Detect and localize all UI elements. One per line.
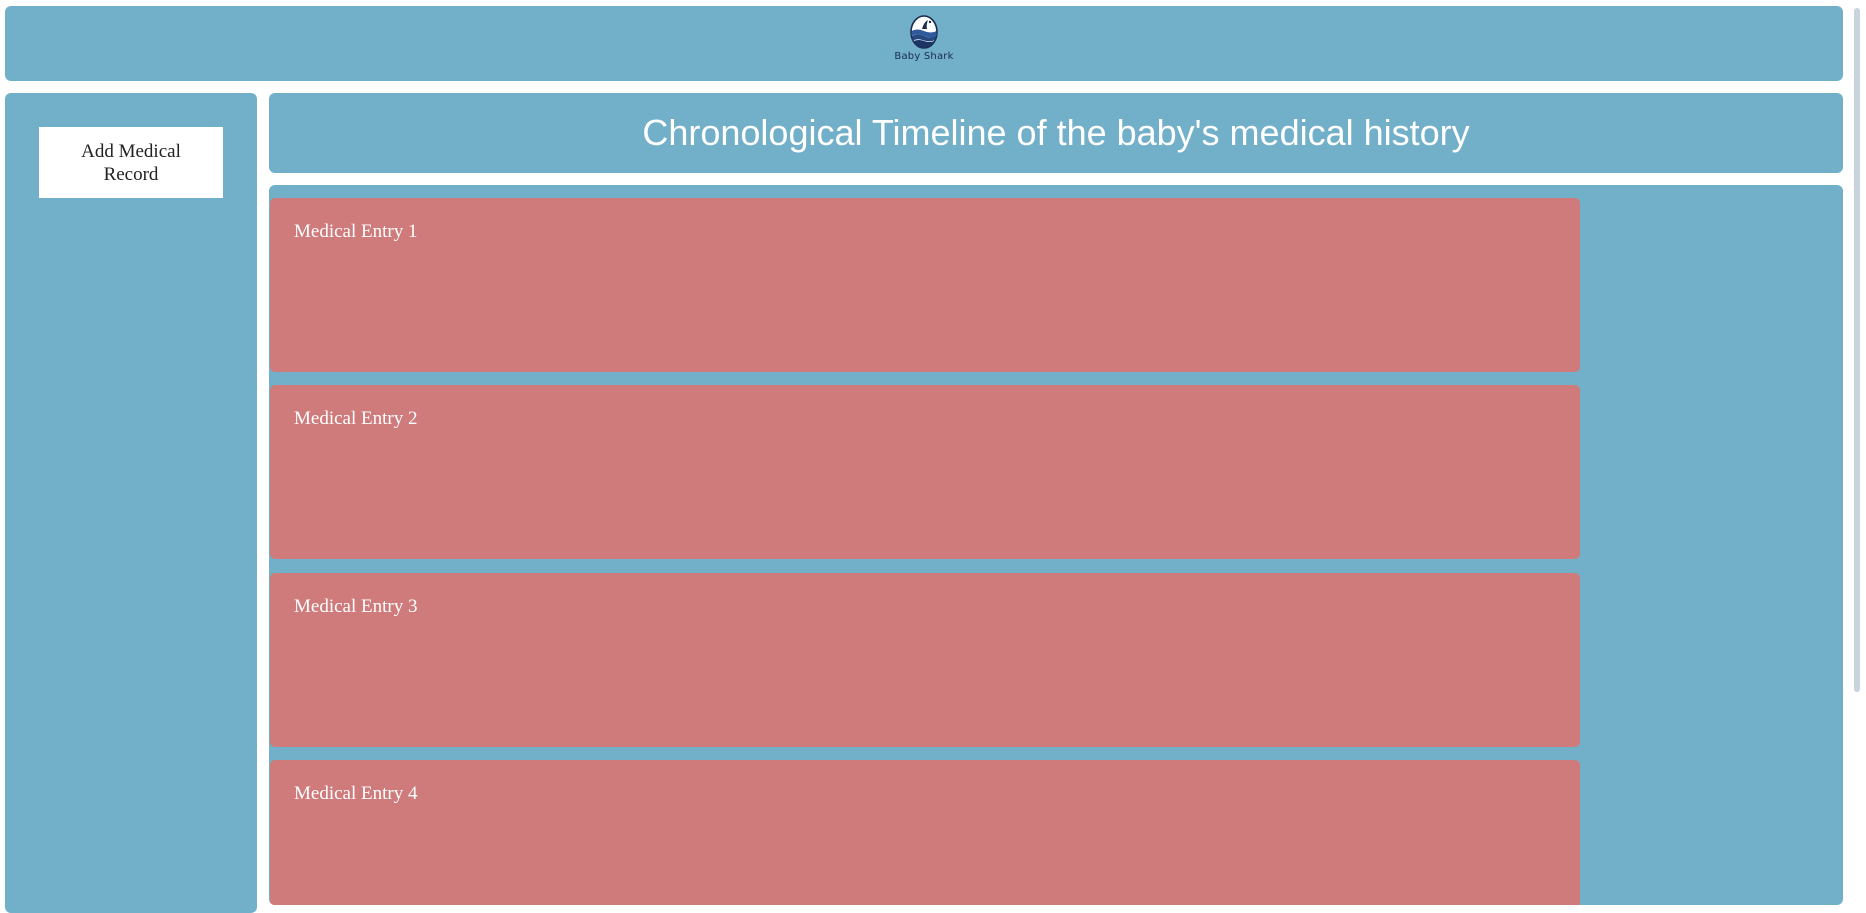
shark-wave-egg-icon	[910, 15, 938, 49]
medical-entry-label: Medical Entry 4	[294, 783, 418, 804]
medical-entry-card[interactable]: Medical Entry 2	[270, 385, 1580, 559]
title-bar: Chronological Timeline of the baby's med…	[269, 93, 1843, 173]
page-title: Chronological Timeline of the baby's med…	[642, 112, 1470, 153]
add-medical-record-button[interactable]: Add Medical Record	[39, 127, 223, 198]
logo-text: Baby Shark	[894, 51, 954, 62]
app-logo[interactable]: Baby Shark	[884, 14, 964, 62]
medical-entry-card[interactable]: Medical Entry 3	[270, 573, 1580, 747]
medical-entry-card[interactable]: Medical Entry 1	[270, 198, 1580, 372]
medical-entry-label: Medical Entry 1	[294, 221, 418, 242]
medical-entry-card[interactable]: Medical Entry 4	[270, 760, 1580, 905]
page-scrollbar[interactable]	[1854, 8, 1860, 692]
medical-entry-label: Medical Entry 3	[294, 596, 418, 617]
medical-entry-label: Medical Entry 2	[294, 408, 418, 429]
app-header: Baby Shark	[5, 6, 1843, 81]
sidebar: Add Medical Record	[5, 93, 257, 913]
timeline-panel: Medical Entry 1 Medical Entry 2 Medical …	[269, 185, 1843, 905]
